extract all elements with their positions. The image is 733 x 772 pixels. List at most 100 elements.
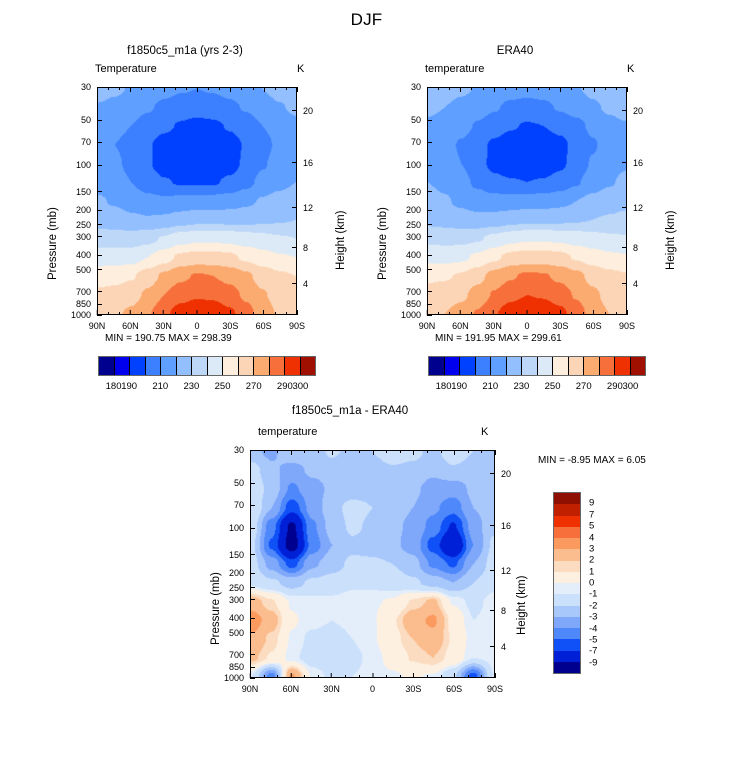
colorbar-label: 290 bbox=[606, 381, 623, 392]
minor-tick bbox=[471, 87, 473, 90]
panel-model-var-label: Temperature bbox=[95, 63, 157, 75]
pressure-tick-850: 850 bbox=[76, 299, 102, 309]
panel-diff-ylabel-right: Height (km) bbox=[516, 575, 528, 635]
major-tick-top bbox=[250, 450, 251, 455]
lat-tick-90N: 90N bbox=[419, 310, 435, 331]
pressure-tick-700: 700 bbox=[229, 650, 255, 660]
pressure-tick-300: 300 bbox=[229, 595, 255, 605]
panel-diff: f1850c5_m1a - ERA40 temperature K Pressu… bbox=[200, 405, 528, 695]
height-tick-12: 12 bbox=[622, 203, 643, 213]
minor-tick bbox=[174, 87, 176, 90]
minor-tick bbox=[285, 87, 287, 90]
minor-tick bbox=[615, 312, 617, 315]
pressure-tick-150: 150 bbox=[229, 550, 255, 560]
minor-tick bbox=[386, 450, 388, 453]
height-tick-20: 20 bbox=[490, 469, 511, 479]
minor-tick bbox=[426, 450, 428, 453]
major-tick-top bbox=[454, 450, 456, 455]
lat-tick-90S: 90S bbox=[289, 310, 305, 331]
colorbar-cell bbox=[554, 526, 580, 538]
panel-obs: ERA40 temperature K Pressure (mb) Height… bbox=[365, 45, 685, 345]
minor-tick bbox=[399, 450, 401, 453]
colorbar-cell bbox=[145, 357, 161, 375]
colorbar-label: -3 bbox=[589, 611, 598, 623]
height-tick-4: 4 bbox=[490, 642, 506, 652]
minor-tick bbox=[504, 312, 506, 315]
panel-obs-title: ERA40 bbox=[496, 45, 534, 57]
panel-model-unit-label: K bbox=[297, 63, 305, 75]
colorbar-label: 180 bbox=[105, 381, 122, 392]
minor-tick bbox=[582, 87, 584, 90]
pressure-tick-700: 700 bbox=[76, 287, 102, 297]
colorbar-label: 250 bbox=[544, 381, 561, 392]
minor-tick bbox=[438, 87, 440, 90]
panel-model-field bbox=[98, 88, 296, 314]
height-tick-8: 8 bbox=[292, 243, 308, 253]
pressure-tick-1000: 1000 bbox=[401, 310, 432, 320]
colorbar-label: 0 bbox=[589, 577, 595, 589]
panel-obs-unit-label: K bbox=[627, 63, 635, 75]
colorbar-label: 3 bbox=[589, 543, 595, 555]
lat-tick-30S: 30S bbox=[405, 673, 421, 694]
colorbar-cell bbox=[615, 357, 631, 375]
minor-tick bbox=[141, 87, 143, 90]
minor-tick bbox=[304, 675, 306, 678]
colorbar-cell bbox=[300, 357, 315, 375]
major-tick-top bbox=[372, 450, 374, 455]
colorbar-label: 300 bbox=[622, 381, 639, 392]
colorbar-label: 1 bbox=[589, 566, 595, 578]
colorbar-label: -7 bbox=[589, 645, 598, 657]
panel-obs-field bbox=[428, 88, 626, 314]
panel-obs-ylabel: Pressure (mb) bbox=[377, 207, 389, 280]
panel-diff-ylabel: Pressure (mb) bbox=[210, 572, 222, 645]
pressure-tick-70: 70 bbox=[411, 137, 432, 147]
panel-diff-var-label: temperature bbox=[258, 426, 318, 438]
minor-tick bbox=[277, 450, 279, 453]
pressure-tick-500: 500 bbox=[76, 265, 102, 275]
lat-tick-60N: 60N bbox=[122, 310, 139, 331]
height-tick-4: 4 bbox=[292, 279, 308, 289]
minor-tick bbox=[241, 312, 243, 315]
lat-tick-60S: 60S bbox=[256, 310, 272, 331]
major-tick-top bbox=[627, 87, 628, 92]
colorbar-label: 300 bbox=[292, 381, 309, 392]
major-tick-top bbox=[130, 87, 132, 92]
colorbar-cell bbox=[554, 560, 580, 572]
colorbar-cell bbox=[554, 661, 580, 673]
height-tick-12: 12 bbox=[490, 566, 511, 576]
colorbar-label: 210 bbox=[482, 381, 499, 392]
colorbar-cell bbox=[537, 357, 553, 375]
colorbar-cell bbox=[506, 357, 522, 375]
colorbar-temperature-model bbox=[98, 356, 316, 376]
minor-tick bbox=[482, 312, 484, 315]
lat-tick-30N: 30N bbox=[485, 310, 502, 331]
minor-tick bbox=[252, 87, 254, 90]
colorbar-label: 270 bbox=[575, 381, 592, 392]
panel-model-ylabel: Pressure (mb) bbox=[47, 207, 59, 280]
colorbar-label: 7 bbox=[589, 509, 595, 521]
minor-tick bbox=[263, 675, 265, 678]
pressure-tick-300: 300 bbox=[76, 232, 102, 242]
colorbar-cell bbox=[114, 357, 130, 375]
colorbar-label: 210 bbox=[152, 381, 169, 392]
minor-tick bbox=[152, 312, 154, 315]
colorbar-cell bbox=[554, 515, 580, 527]
colorbar-cell bbox=[630, 357, 645, 375]
height-tick-8: 8 bbox=[622, 243, 638, 253]
minor-tick bbox=[119, 87, 121, 90]
colorbar-cell bbox=[491, 357, 507, 375]
colorbar-cell bbox=[554, 504, 580, 516]
colorbar-cell bbox=[254, 357, 270, 375]
major-tick-top bbox=[331, 450, 333, 455]
minor-tick bbox=[345, 675, 347, 678]
pressure-tick-400: 400 bbox=[76, 250, 102, 260]
colorbar-cell bbox=[444, 357, 460, 375]
minor-tick bbox=[449, 87, 451, 90]
minor-tick bbox=[241, 87, 243, 90]
colorbar-label: 250 bbox=[214, 381, 231, 392]
minor-tick bbox=[108, 87, 110, 90]
minor-tick bbox=[504, 87, 506, 90]
colorbar-cell bbox=[554, 650, 580, 662]
lat-tick-90S: 90S bbox=[487, 673, 503, 694]
panel-model: f1850c5_m1a (yrs 2-3) Temperature K Pres… bbox=[35, 45, 355, 345]
